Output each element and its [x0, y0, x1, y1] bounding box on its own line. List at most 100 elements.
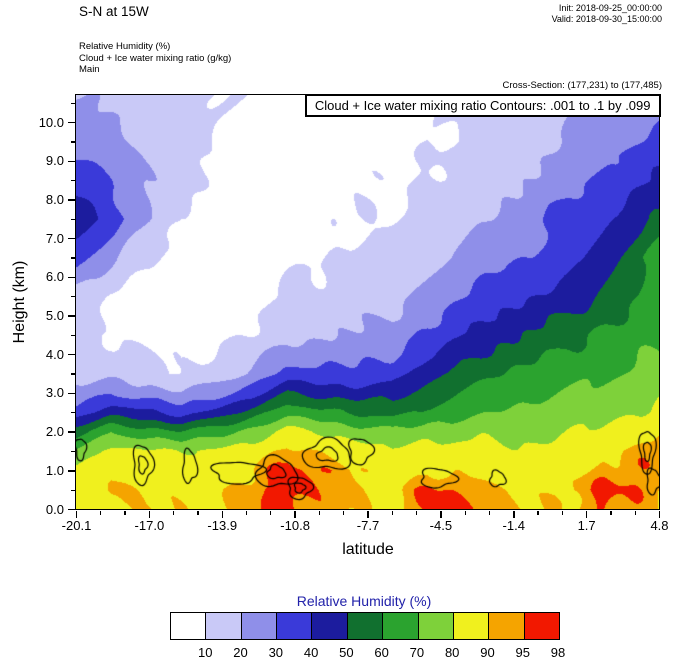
x-tick-label: 4.8 [650, 518, 669, 533]
colorbar-tick-label: 60 [374, 645, 389, 660]
y-minor-tick [70, 450, 75, 453]
x-minor-tick [270, 510, 272, 515]
rh-contour-canvas [76, 95, 659, 509]
colorbar-tick-label: 80 [444, 645, 460, 660]
y-minor-tick [70, 218, 75, 220]
y-major-tick [67, 276, 75, 279]
x-minor-tick [634, 510, 636, 515]
x-major-tick [658, 510, 661, 518]
colorbar [170, 612, 560, 640]
x-tick-label: -17.0 [134, 518, 165, 533]
colorbar-tick-label: 20 [233, 645, 248, 660]
y-major-tick [67, 431, 75, 433]
legend-line-domain: Main [79, 64, 100, 75]
y-minor-tick [70, 257, 75, 259]
field-legend: Relative Humidity (%) Cloud + Ice water … [79, 41, 231, 76]
y-major-tick [67, 237, 75, 240]
colorbar-tick-label: 40 [303, 645, 319, 660]
colorbar-cell [240, 613, 277, 639]
x-major-tick [585, 510, 588, 518]
legend-line-cloud: Cloud + Ice water mixing ratio (g/kg) [79, 52, 232, 64]
y-major-tick [67, 315, 75, 317]
cross-section-label: Cross-Section: (177,231) to (177,485) [502, 80, 662, 91]
x-tick-label: -4.5 [429, 518, 453, 533]
y-tick-label: 3.0 [45, 385, 64, 401]
x-major-tick [148, 510, 151, 518]
x-tick-label: -13.9 [207, 518, 238, 533]
x-minor-tick [610, 510, 612, 515]
colorbar-cell [417, 613, 453, 639]
y-tick-label: 1.0 [45, 462, 64, 478]
colorbar-tick-label: 95 [515, 645, 530, 660]
y-tick-label: 4.0 [45, 346, 64, 362]
y-tick-label: 0.0 [45, 501, 64, 517]
y-minor-tick [70, 102, 75, 104]
x-tick-label: 1.7 [577, 518, 596, 533]
x-minor-tick [100, 510, 102, 515]
y-major-tick [67, 160, 75, 163]
colorbar-tick-label: 30 [268, 645, 284, 660]
y-tick-label: 5.0 [45, 308, 64, 324]
y-minor-tick [70, 373, 75, 375]
y-major-tick [67, 470, 75, 472]
colorbar-cell [205, 613, 241, 639]
colorbar-cell [346, 613, 383, 639]
colorbar-cell [488, 613, 524, 639]
x-major-tick [513, 510, 515, 518]
x-minor-tick [415, 510, 418, 515]
page-title: S-N at 15W [79, 4, 149, 19]
colorbar-title: Relative Humidity (%) [296, 593, 432, 609]
valid-time: Valid: 2018-09-30_15:00:00 [551, 13, 662, 24]
colorbar-cell [452, 613, 489, 639]
x-major-tick [294, 510, 296, 518]
x-minor-tick [561, 510, 563, 515]
contour-annotation-box: Cloud + Ice water mixing ratio Contours:… [304, 93, 661, 117]
x-major-tick [367, 510, 369, 518]
colorbar-cell [523, 613, 559, 639]
colorbar-cell [382, 613, 418, 639]
legend-line-rh: Relative Humidity (%) [79, 41, 171, 52]
colorbar-tick-label: 98 [550, 645, 566, 660]
x-minor-tick [124, 510, 126, 515]
x-minor-tick [488, 510, 491, 515]
colorbar-cell [276, 613, 312, 639]
y-minor-tick [70, 489, 75, 491]
colorbar-tick-label: 10 [198, 645, 213, 660]
y-major-tick [67, 508, 75, 511]
colorbar-cell [311, 613, 347, 639]
x-minor-tick [173, 510, 175, 515]
x-major-tick [440, 510, 442, 518]
colorbar-cell [171, 613, 206, 639]
y-minor-tick [70, 180, 75, 182]
x-tick-label: -1.4 [502, 518, 525, 533]
y-major-tick [67, 199, 75, 201]
y-minor-tick [70, 296, 75, 298]
x-minor-tick [464, 510, 466, 515]
y-major-tick [67, 392, 75, 395]
y-major-tick [67, 353, 75, 356]
init-time: Init: 2018-09-25_00:00:00 [558, 3, 662, 13]
x-minor-tick [197, 510, 199, 515]
x-major-tick [75, 510, 78, 518]
x-minor-tick [318, 510, 320, 515]
y-tick-label: 6.0 [45, 269, 64, 285]
x-minor-tick [343, 510, 345, 515]
y-minor-tick [70, 412, 75, 414]
x-minor-tick [245, 510, 248, 515]
x-tick-label: -7.7 [356, 518, 380, 533]
x-tick-label: -20.1 [61, 518, 92, 533]
x-minor-tick [391, 510, 393, 515]
y-major-tick [67, 121, 75, 124]
y-tick-label: 2.0 [45, 424, 64, 440]
x-major-tick [221, 510, 223, 518]
y-minor-tick [70, 141, 75, 143]
y-tick-label: 9.0 [45, 153, 64, 169]
colorbar-tick-label: 90 [480, 645, 495, 660]
colorbar-tick-label: 50 [339, 645, 354, 660]
x-tick-label: -10.8 [280, 518, 310, 533]
colorbar-tick-label: 70 [409, 645, 425, 660]
plot-area: Cloud + Ice water mixing ratio Contours:… [75, 93, 661, 510]
y-tick-label: 10.0 [38, 114, 64, 130]
x-axis-title: latitude [342, 541, 394, 558]
model-times: Init: 2018-09-25_00:00:00 Valid: 2018-09… [552, 3, 662, 24]
